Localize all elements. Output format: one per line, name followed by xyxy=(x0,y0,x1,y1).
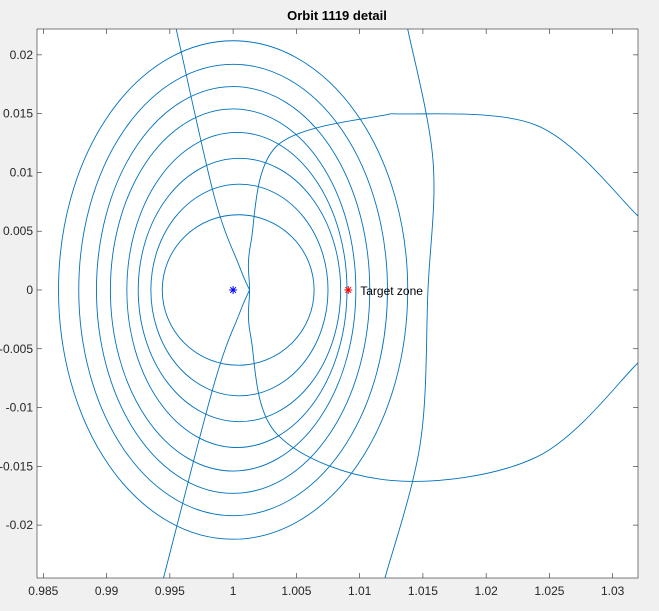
plot-area xyxy=(37,29,638,578)
x-tick-label-3: 1 xyxy=(230,584,237,598)
orbit-loop-6 xyxy=(150,183,329,397)
marker-label-1: Target zone xyxy=(360,284,423,298)
x-tick-label-8: 1.025 xyxy=(534,584,564,598)
x-tick-label-7: 1.02 xyxy=(474,584,498,598)
orbit-arc-11 xyxy=(163,289,250,578)
x-axis: 0.985 0.99 0.995 1 1.005 1.01 1.015 1.02 1.025 1.… xyxy=(28,29,625,598)
y-tick-label-7: 0.015 xyxy=(3,107,33,121)
x-tick-label-6: 1.015 xyxy=(408,584,438,598)
y-tick-label-5: 0.005 xyxy=(3,224,33,238)
star-marker-1 xyxy=(344,285,353,294)
star-marker-0 xyxy=(229,285,238,294)
orbit-arc-10 xyxy=(175,29,250,291)
marker-layer: Target zone xyxy=(229,284,423,298)
orbit-loop-7 xyxy=(161,214,315,366)
y-tick-label-8: 0.02 xyxy=(10,48,34,62)
plot-frame xyxy=(36,28,639,579)
x-tick-label-0: 0.985 xyxy=(28,584,58,598)
x-tick-label-4: 1.005 xyxy=(281,584,311,598)
x-tick-label-5: 1.01 xyxy=(348,584,372,598)
orbit-loop-5 xyxy=(137,157,342,423)
x-tick-label-9: 1.03 xyxy=(601,584,625,598)
y-axis: -0.02 -0.015 -0.01 -0.005 0 0.005 0.01 0.015 0.0… xyxy=(0,48,638,532)
y-tick-label-1: -0.015 xyxy=(0,459,33,473)
orbit-loop-3 xyxy=(109,108,357,472)
y-tick-label-3: -0.005 xyxy=(0,342,33,356)
chart-title: Orbit 1119 detail xyxy=(287,8,387,23)
orbit-loop-2 xyxy=(96,86,371,494)
orbit-trajectory xyxy=(58,29,638,578)
orbit-loop-1 xyxy=(78,63,388,517)
orbit-arc-12 xyxy=(384,29,435,578)
y-tick-label-0: -0.02 xyxy=(6,518,34,532)
x-tick-label-2: 0.995 xyxy=(155,584,185,598)
orbit-loop-0 xyxy=(58,40,409,540)
orbit-arc-8 xyxy=(247,113,638,482)
orbit-arc-9 xyxy=(391,113,638,217)
y-tick-label-4: 0 xyxy=(26,283,33,297)
y-tick-label-2: -0.01 xyxy=(6,401,34,415)
y-tick-label-6: 0.01 xyxy=(10,165,34,179)
x-tick-label-1: 0.99 xyxy=(95,584,119,598)
